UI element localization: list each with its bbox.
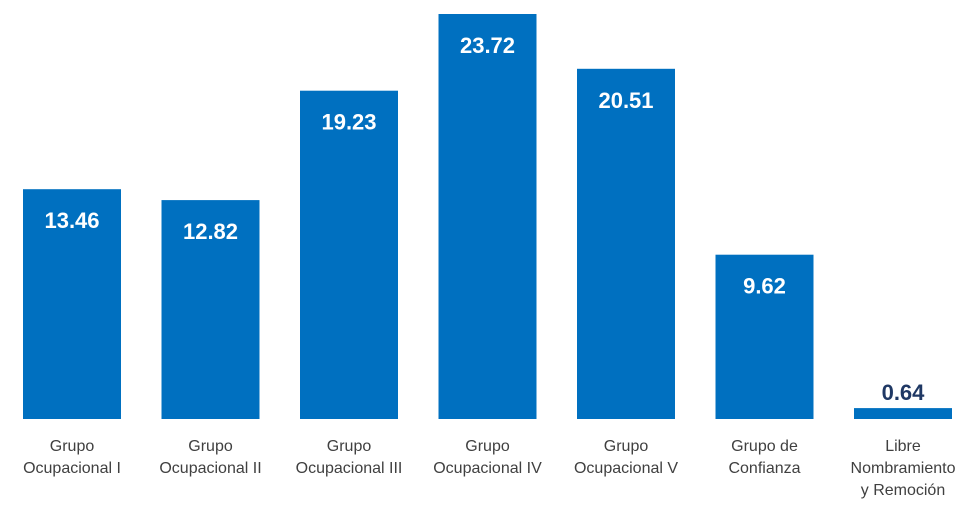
value-label-7: 0.64 xyxy=(882,380,926,405)
category-label-line: Grupo xyxy=(604,438,649,455)
value-labels-group: 13.46 12.82 19.23 23.72 20.51 9.62 0.64 xyxy=(44,33,925,405)
value-label-2: 12.82 xyxy=(183,219,238,244)
value-label-5: 20.51 xyxy=(598,88,653,113)
category-label-line: Libre xyxy=(885,438,921,455)
value-label-4: 23.72 xyxy=(460,33,515,58)
category-label-7: Libre Nombramiento y Remoción xyxy=(851,438,956,499)
category-label-line: Ocupacional IV xyxy=(433,460,542,477)
category-label-line: y Remoción xyxy=(861,482,945,499)
category-label-line: Grupo xyxy=(50,438,95,455)
bar-4 xyxy=(438,14,537,419)
bar-6 xyxy=(715,254,814,419)
value-label-6: 9.62 xyxy=(743,274,786,299)
value-label-1: 13.46 xyxy=(44,208,99,233)
category-label-line: Grupo xyxy=(327,438,372,455)
category-label-5: Grupo Ocupacional V xyxy=(574,438,678,477)
category-label-line: Grupo de xyxy=(731,438,798,455)
category-label-line: Confianza xyxy=(728,460,800,477)
category-label-6: Grupo de Confianza xyxy=(728,438,800,477)
category-label-1: Grupo Ocupacional I xyxy=(23,438,121,477)
bar-5 xyxy=(577,68,675,420)
category-label-line: Ocupacional V xyxy=(574,460,678,477)
category-label-3: Grupo Ocupacional III xyxy=(296,438,403,477)
category-label-4: Grupo Ocupacional IV xyxy=(433,438,542,477)
category-label-line: Nombramiento xyxy=(851,460,956,477)
bar-3 xyxy=(300,90,398,419)
category-label-line: Grupo xyxy=(188,438,233,455)
bar-7 xyxy=(854,408,952,419)
category-label-line: Ocupacional I xyxy=(23,460,121,477)
bar-2 xyxy=(161,200,260,419)
value-label-3: 19.23 xyxy=(321,110,376,135)
bars-group xyxy=(23,14,952,420)
category-label-2: Grupo Ocupacional II xyxy=(159,438,261,477)
category-label-line: Ocupacional II xyxy=(159,460,261,477)
category-label-line: Ocupacional III xyxy=(296,460,403,477)
bar-1 xyxy=(23,189,121,419)
category-label-line: Grupo xyxy=(465,438,510,455)
